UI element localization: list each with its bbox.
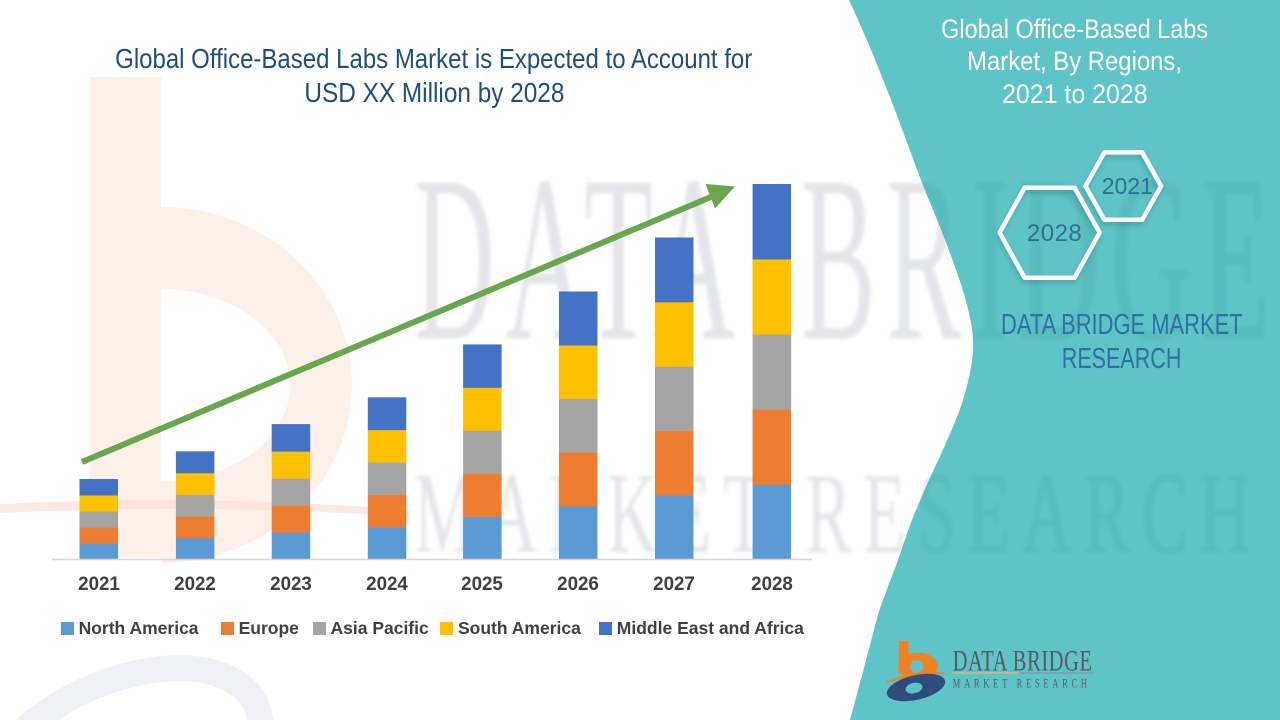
svg-text:2021: 2021 (1102, 173, 1153, 199)
svg-text:DATA BRIDGE: DATA BRIDGE (953, 644, 1093, 678)
svg-text:MARKET RESEARCH: MARKET RESEARCH (953, 677, 1091, 691)
svg-text:2028: 2028 (1027, 220, 1082, 247)
